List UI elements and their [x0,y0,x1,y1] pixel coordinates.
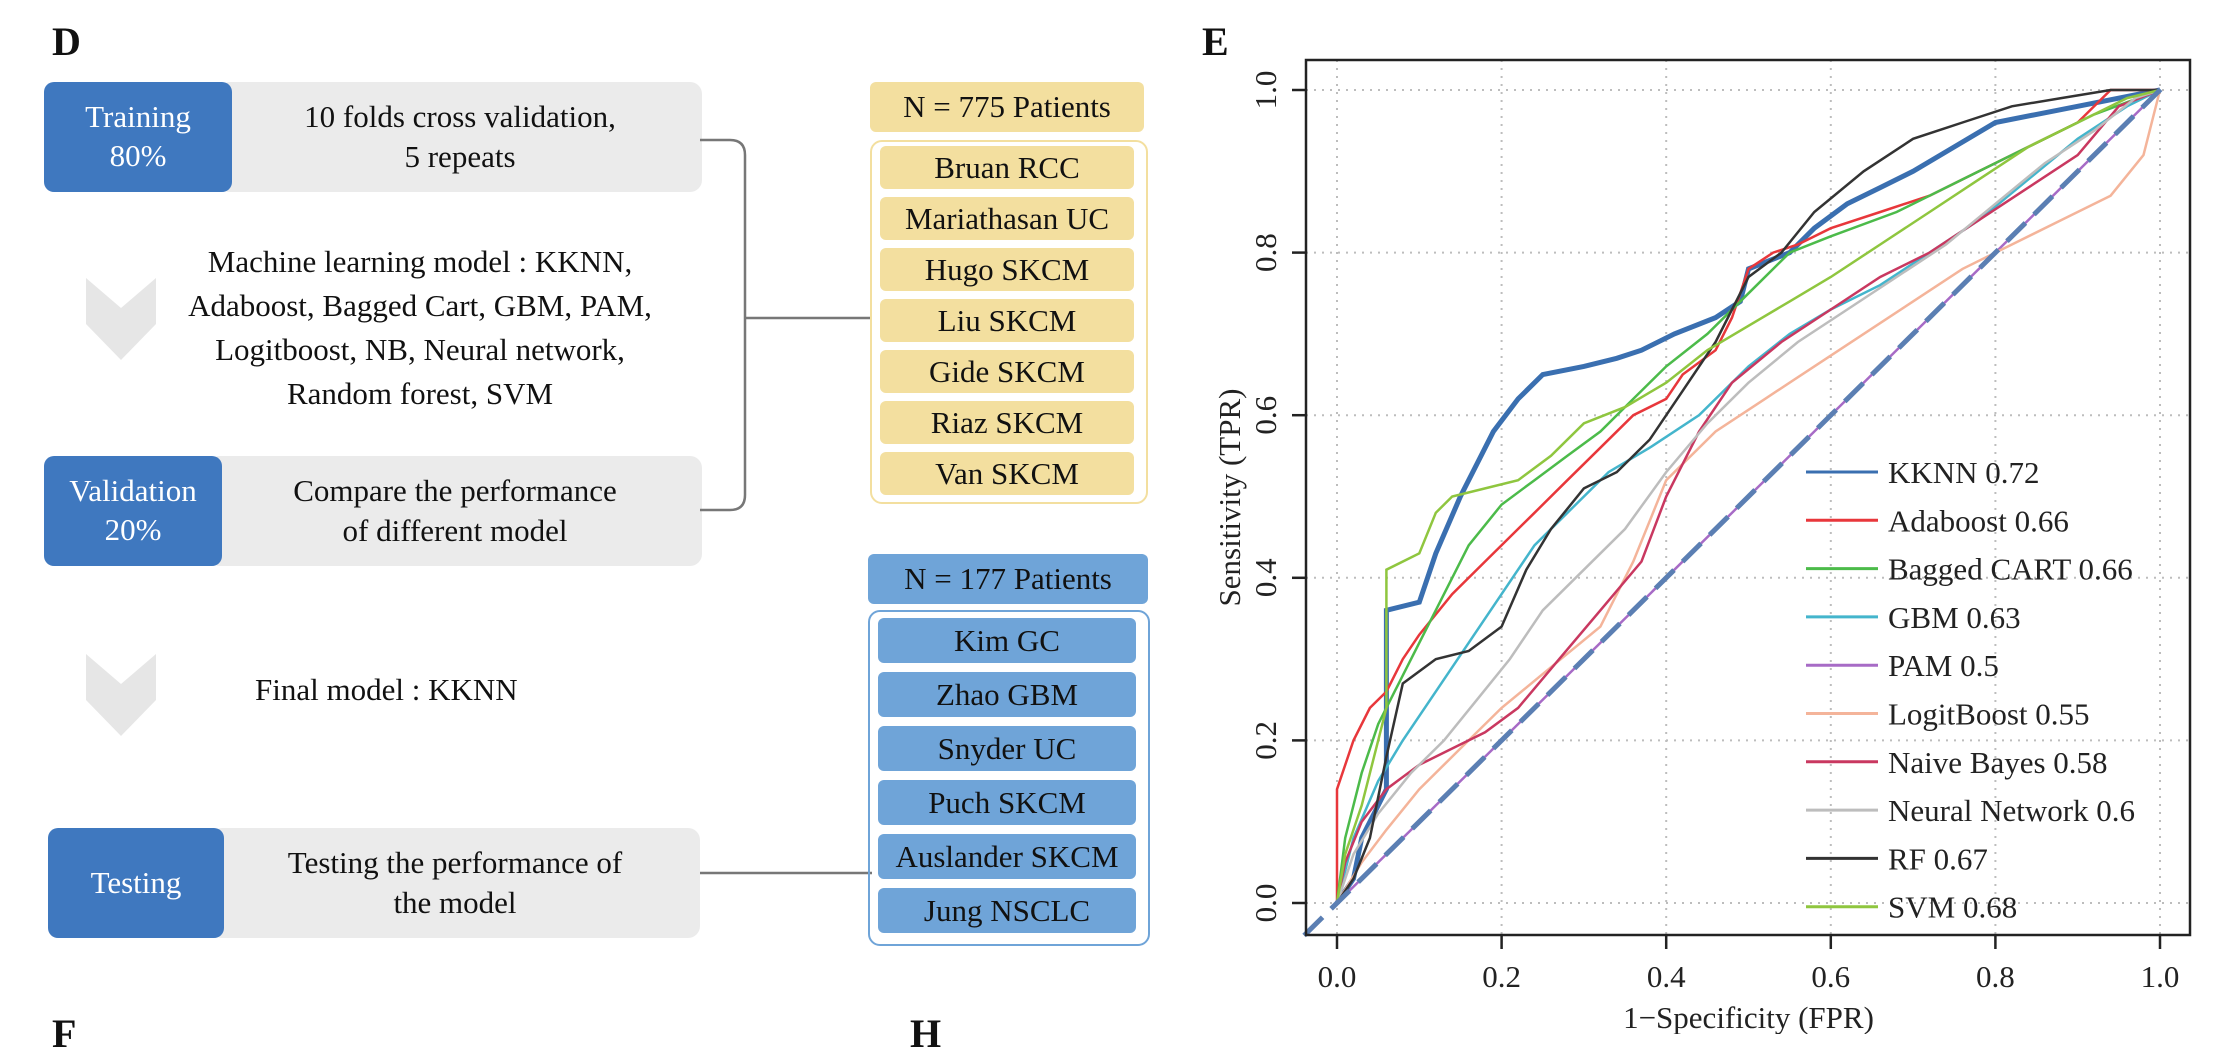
y-axis-label: Sensitivity (TPR) [1212,389,1247,607]
legend-label: Neural Network 0.6 [1888,793,2135,828]
y-tick-label: 0.4 [1248,558,1283,597]
legend-label: Bagged CART 0.66 [1888,552,2133,587]
x-axis-label: 1−Specificity (FPR) [1623,1000,1874,1034]
test-cohort-item: Snyder UC [878,726,1136,771]
y-tick-label: 0.2 [1248,721,1283,760]
train-cohort-item: Hugo SKCM [880,248,1134,291]
roc-curve [1335,89,2162,904]
legend-label: SVM 0.68 [1888,890,2017,925]
test-cohort-item: Kim GC [878,618,1136,663]
y-tick-label: 0.6 [1248,396,1283,435]
testing-stage: Testing Testing the performance of the m… [48,828,700,938]
roc-curve [1335,88,2161,904]
x-tick-label: 1.0 [2141,959,2180,994]
training-description: 10 folds cross validation, 5 repeats [218,82,702,192]
connector-lines [700,138,872,875]
test-cohort-box [868,610,1150,946]
train-cohort-item: Gide SKCM [880,350,1134,393]
y-tick-label: 0.8 [1248,233,1283,272]
train-cohort-item: Mariathasan UC [880,197,1134,240]
train-cohort-header: N = 775 Patients [870,82,1144,132]
y-tick-label: 0.0 [1248,884,1283,923]
legend-label: RF 0.67 [1888,841,1988,876]
roc-curve [1335,88,2161,904]
train-cohort-item: Van SKCM [880,452,1134,495]
test-cohort-item: Puch SKCM [878,780,1136,825]
legend-label: GBM 0.63 [1888,600,2021,635]
roc-curve [1335,88,2161,904]
test-cohort-item: Zhao GBM [878,672,1136,717]
model-list-text: Machine learning model : KKNN, Adaboost,… [188,244,652,412]
x-tick-label: 0.6 [1811,959,1850,994]
validation-description: Compare the performance of different mod… [208,456,702,566]
x-tick-label: 0.8 [1976,959,2015,994]
train-cohort-box [870,140,1148,504]
train-cohort-item: Liu SKCM [880,299,1134,342]
legend-label: PAM 0.5 [1888,648,1999,683]
test-cohort-header: N = 177 Patients [868,554,1148,604]
panel-d-letter: D [52,19,81,64]
testing-tag: Testing [48,828,224,938]
roc-chart: 0.0 0.2 0.4 0.6 0.8 1.0 0.0 0.2 0.4 0.6 0.8 1.0 1−Sp… [1212,58,2192,1034]
final-model-text: Final model : KKNN [255,672,518,707]
validation-tag: Validation 20% [44,456,222,566]
x-tick-label: 0.0 [1318,959,1357,994]
legend-label: Naive Bayes 0.58 [1888,745,2108,780]
legend-label: LogitBoost 0.55 [1888,697,2090,732]
train-cohort-item: Bruan RCC [880,146,1134,189]
plot-frame [1304,58,2192,937]
test-cohort-item: Jung NSCLC [878,888,1136,933]
testing-description: Testing the performance of the model [210,828,700,938]
roc-curve [1335,88,2160,904]
x-tick-label: 0.4 [1647,959,1686,994]
train-cohort-item: Riaz SKCM [880,401,1134,444]
roc-curve [1335,88,2161,904]
legend-label: KKNN 0.72 [1888,455,2040,490]
diagonal-reference-line [1302,80,2170,938]
x-tick-label: 0.2 [1482,959,1521,994]
chevron-down-icon [86,654,156,736]
chevron-down-icon [86,278,156,360]
training-stage: Training 80% 10 folds cross validation, … [44,82,702,192]
roc-curve [1335,88,2161,904]
validation-stage: Validation 20% Compare the performance o… [44,456,702,566]
legend-label: Adaboost 0.66 [1888,503,2069,538]
training-tag: Training 80% [44,82,232,192]
test-cohort-item: Auslander SKCM [878,834,1136,879]
panel-e-letter: E [1202,19,1229,64]
y-tick-label: 1.0 [1248,71,1283,110]
